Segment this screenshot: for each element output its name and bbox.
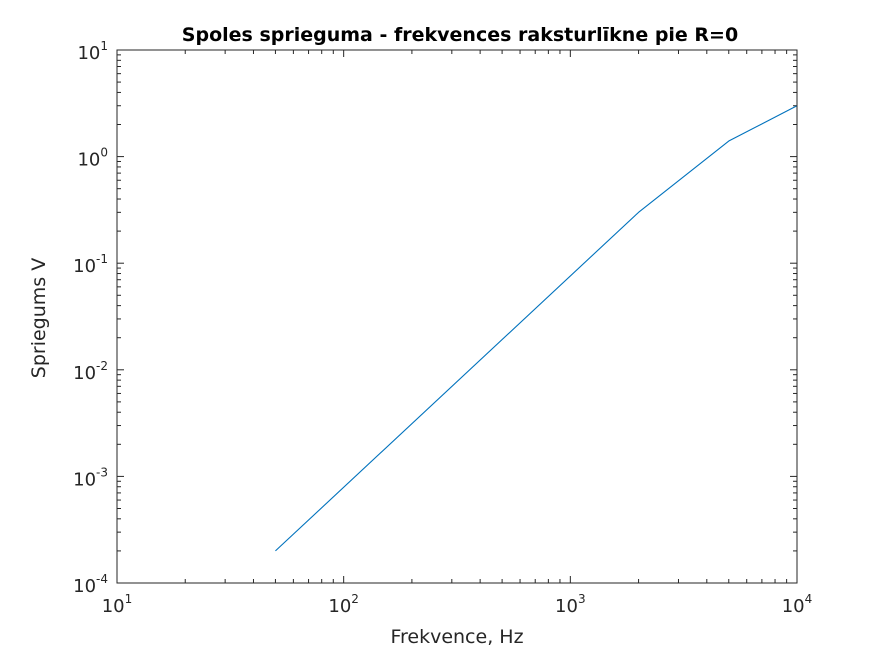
plot-area <box>117 50 797 583</box>
y-tick-base: 10 <box>73 576 96 597</box>
x-tick-exponent: 3 <box>578 592 586 606</box>
y-tick-exponent: 0 <box>100 146 108 160</box>
x-tick-label: 101 <box>102 592 133 617</box>
x-tick-label: 104 <box>782 592 813 617</box>
y-tick-base: 10 <box>73 469 96 490</box>
y-tick-label: 10-2 <box>73 359 108 384</box>
x-tick-base: 10 <box>102 596 125 617</box>
y-tick-label: 10-1 <box>73 252 108 277</box>
y-tick-exponent: -1 <box>96 252 108 266</box>
y-tick-exponent: 1 <box>100 39 108 53</box>
y-tick-base: 10 <box>77 43 100 64</box>
chart-title: Spoles sprieguma - frekvences raksturlīk… <box>182 24 738 46</box>
plot-box <box>116 49 798 584</box>
x-tick-exponent: 2 <box>351 592 359 606</box>
x-axis-label: Frekvence, Hz <box>390 626 523 648</box>
x-tick-exponent: 1 <box>125 592 133 606</box>
y-axis-label: Spriegums V <box>28 258 50 378</box>
minor-ticks <box>117 50 797 583</box>
x-tick-label: 102 <box>328 592 359 617</box>
series-line <box>275 105 798 552</box>
y-tick-label: 10-4 <box>73 572 108 597</box>
y-tick-label: 100 <box>77 146 108 171</box>
y-tick-base: 10 <box>73 363 96 384</box>
x-tick-labels: 101 102 103 104 <box>102 592 813 617</box>
y-tick-base: 10 <box>73 256 96 277</box>
y-tick-exponent: -4 <box>96 572 108 586</box>
x-tick-base: 10 <box>555 596 578 617</box>
y-tick-label: 101 <box>77 39 108 64</box>
y-tick-exponent: -2 <box>96 359 108 373</box>
x-tick-label: 103 <box>555 592 586 617</box>
x-tick-base: 10 <box>328 596 351 617</box>
y-tick-label: 10-3 <box>73 465 108 490</box>
y-tick-exponent: -3 <box>96 465 108 479</box>
x-tick-exponent: 4 <box>805 592 813 606</box>
y-tick-base: 10 <box>77 150 100 171</box>
x-tick-base: 10 <box>782 596 805 617</box>
series-layer <box>275 105 798 552</box>
